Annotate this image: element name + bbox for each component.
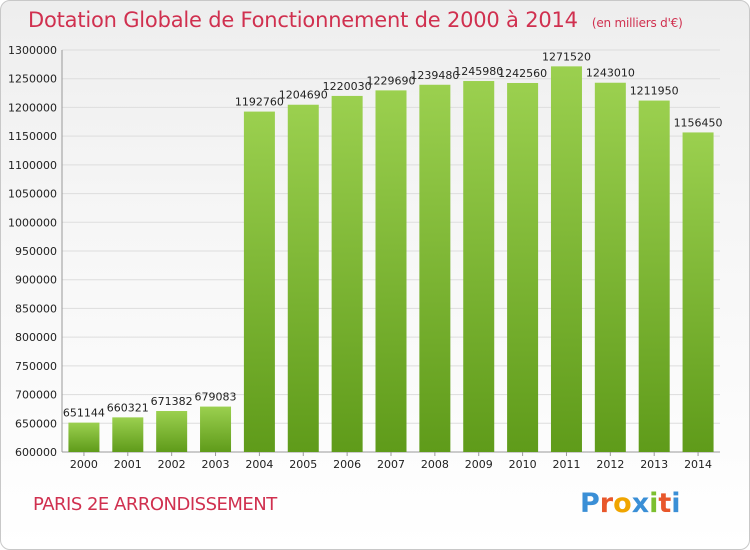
logo-letter: i: [649, 488, 659, 519]
value-label: 1243010: [586, 67, 635, 80]
y-tick-label: 950000: [15, 245, 57, 258]
bar-2005: [287, 104, 319, 452]
proxiti-logo[interactable]: Proxiti: [580, 488, 681, 519]
bar-2006: [331, 95, 363, 452]
x-tick-label: 2002: [158, 458, 186, 471]
bar-2009: [463, 81, 495, 452]
x-tick-label: 2012: [596, 458, 624, 471]
value-label: 1220030: [323, 80, 372, 93]
bar-2008: [419, 84, 451, 452]
bar-2010: [507, 82, 539, 452]
x-tick-label: 2009: [465, 458, 493, 471]
value-label: 671382: [151, 395, 193, 408]
bars: [68, 66, 714, 453]
value-label: 1242560: [498, 67, 547, 80]
y-tick-label: 650000: [15, 417, 57, 430]
y-tick-label: 1250000: [8, 73, 57, 86]
bar-2007: [375, 90, 407, 453]
logo-letter: t: [658, 488, 672, 519]
value-label: 679083: [195, 391, 237, 404]
bar-2013: [638, 100, 670, 452]
y-tick-label: 850000: [15, 302, 57, 315]
bar-2000: [68, 422, 100, 452]
y-tick-label: 900000: [15, 274, 57, 287]
logo-letter: P: [580, 488, 600, 519]
y-tick-label: 1200000: [8, 101, 57, 114]
title-text: Dotation Globale de Fonctionnement de 20…: [28, 8, 578, 32]
value-label: 1156450: [674, 116, 723, 129]
place-name: PARIS 2E ARRONDISSEMENT: [33, 494, 277, 515]
value-label: 1204690: [279, 89, 328, 102]
x-tick-label: 2014: [684, 458, 712, 471]
logo-letter: x: [631, 488, 650, 519]
x-tick-label: 2013: [640, 458, 668, 471]
x-tick-label: 2008: [421, 458, 449, 471]
x-tick-label: 2004: [245, 458, 273, 471]
logo-letter: i: [671, 488, 681, 519]
x-tick-label: 2007: [377, 458, 405, 471]
y-tick-label: 1100000: [8, 159, 57, 172]
x-tick-label: 2003: [202, 458, 230, 471]
value-label: 651144: [63, 407, 105, 420]
logo-letter: r: [599, 488, 614, 519]
y-tick-label: 750000: [15, 360, 57, 373]
x-tick-label: 2000: [70, 458, 98, 471]
y-tick-label: 600000: [15, 446, 57, 459]
x-tick-label: 2001: [114, 458, 142, 471]
bar-2004: [243, 111, 275, 453]
bar-2001: [112, 417, 144, 452]
x-tick-label: 2006: [333, 458, 361, 471]
unit-label: (en milliers d'€): [591, 16, 683, 30]
x-tick-label: 2010: [509, 458, 537, 471]
bar-2003: [200, 406, 232, 452]
value-labels: 651144 660321 671382 6790831192760120469012…: [63, 50, 723, 419]
bar-2011: [550, 66, 582, 453]
x-tick-label: 2011: [552, 458, 580, 471]
y-tick-label: 700000: [15, 389, 57, 402]
value-label: 1211950: [630, 85, 679, 98]
logo-letter: o: [613, 488, 632, 519]
bar-2002: [156, 411, 188, 452]
chart-title: Dotation Globale de Fonctionnement de 20…: [28, 8, 683, 32]
bar-2012: [594, 82, 626, 452]
value-label: 660321: [107, 401, 149, 414]
y-tick-label: 1150000: [8, 130, 57, 143]
value-label: 1245980: [454, 65, 503, 78]
y-tick-label: 1000000: [8, 216, 57, 229]
value-label: 1229690: [367, 74, 416, 87]
x-tick-label: 2005: [289, 458, 317, 471]
value-label: 1271520: [542, 50, 591, 63]
y-tick-label: 800000: [15, 331, 57, 344]
value-label: 1192760: [235, 96, 284, 109]
y-tick-label: 1050000: [8, 188, 57, 201]
bar-2014: [682, 132, 714, 452]
y-tick-label: 1300000: [8, 44, 57, 57]
value-label: 1239480: [410, 69, 459, 82]
